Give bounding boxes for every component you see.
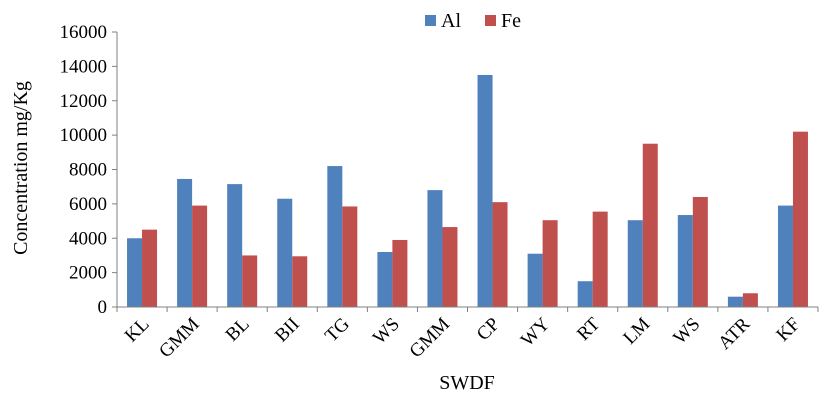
y-tick-label: 10000 xyxy=(60,125,108,146)
x-tick-label: GMM xyxy=(406,314,455,363)
bar-fe-ws xyxy=(692,197,708,307)
x-tick-label: WY xyxy=(517,313,554,350)
bar-al-ws xyxy=(677,215,693,307)
x-tick-label: CP xyxy=(473,314,504,345)
legend-label-al: Al xyxy=(441,10,461,32)
x-tick-label: TG xyxy=(321,313,354,346)
bars xyxy=(127,74,808,307)
bar-al-wy xyxy=(527,253,543,307)
y-tick-label: 0 xyxy=(98,297,108,318)
x-tick-label: ATR xyxy=(714,313,754,353)
bar-al-atr xyxy=(727,296,743,307)
bar-al-bii xyxy=(277,198,293,307)
bar-fe-wy xyxy=(542,220,558,307)
bar-fe-cp xyxy=(492,202,508,307)
legend-label-fe: Fe xyxy=(501,10,521,32)
y-axis-title: Concentration mg/Kg xyxy=(10,81,32,255)
bar-fe-atr xyxy=(742,293,758,307)
y-tick-label: 6000 xyxy=(69,194,107,215)
bar-fe-bl xyxy=(242,255,258,307)
bar-al-cp xyxy=(477,74,493,307)
y-tick-label: 12000 xyxy=(60,91,108,112)
y-tick-label: 14000 xyxy=(60,56,108,77)
x-tick-label: RT xyxy=(573,313,604,344)
x-tick-label: LM xyxy=(619,314,654,349)
bar-fe-kl xyxy=(142,229,158,307)
x-tick-label: BL xyxy=(222,314,254,346)
bar-fe-kf xyxy=(792,131,808,307)
bar-al-bl xyxy=(227,184,243,307)
bar-al-kl xyxy=(127,238,143,307)
legend: Al Fe xyxy=(425,10,521,32)
bar-fe-tg xyxy=(342,206,358,307)
bar-al-gmm xyxy=(427,190,443,307)
x-axis-ticks: KL GMM BL BII TG WS GMM CP WY RT LM WS ATR KF xyxy=(116,307,819,363)
bar-al-gmm xyxy=(177,178,193,307)
y-axis-ticks: 0 2000 4000 6000 8000 10000 12000 14000 16000 xyxy=(60,22,117,318)
x-tick-label: KL xyxy=(121,314,154,347)
bar-al-ws xyxy=(377,252,393,307)
y-tick-label: 2000 xyxy=(69,263,107,284)
bar-al-kf xyxy=(777,205,793,307)
x-tick-label: WS xyxy=(369,314,404,349)
x-tick-label: KF xyxy=(772,314,804,346)
bar-fe-rt xyxy=(592,211,608,307)
bar-al-tg xyxy=(327,166,343,307)
bar-al-lm xyxy=(627,220,643,307)
bar-fe-ws xyxy=(392,239,408,307)
x-tick-label: BII xyxy=(271,314,304,347)
bar-fe-gmm xyxy=(192,205,208,307)
bar-fe-gmm xyxy=(442,227,458,307)
y-tick-label: 16000 xyxy=(60,22,108,43)
legend-swatch-fe xyxy=(485,15,496,26)
x-tick-label: GMM xyxy=(155,314,204,363)
y-tick-label: 4000 xyxy=(69,228,107,249)
y-tick-label: 8000 xyxy=(69,160,107,181)
bar-al-rt xyxy=(577,281,593,307)
x-axis-title: SWDF xyxy=(439,372,495,394)
x-tick-label: WS xyxy=(669,314,704,349)
legend-swatch-al xyxy=(425,15,436,26)
bar-fe-lm xyxy=(642,143,658,307)
bar-fe-bii xyxy=(292,256,308,307)
